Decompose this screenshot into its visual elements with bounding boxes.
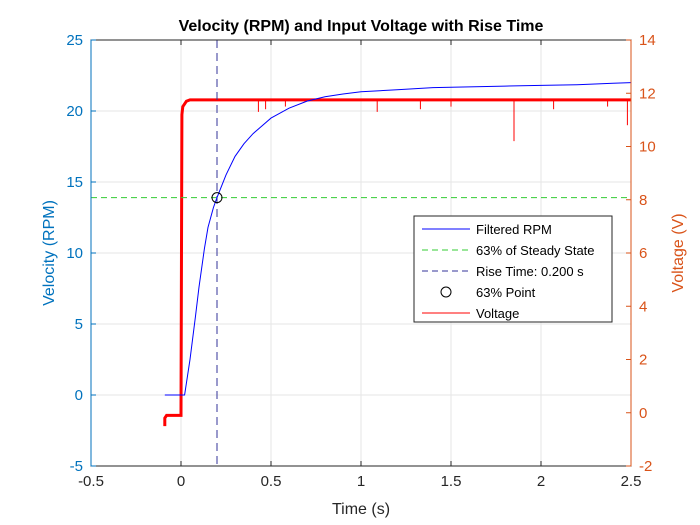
y-right-tick-label: 4 xyxy=(639,298,647,315)
x-tick-label: 1 xyxy=(357,473,365,490)
legend-entry-label: Filtered RPM xyxy=(476,222,552,237)
y-right-tick-label: 8 xyxy=(639,192,647,209)
y-right-tick-label: 0 xyxy=(639,405,647,422)
y-left-tick-label: 15 xyxy=(66,174,83,191)
y-left-tick-label: 10 xyxy=(66,245,83,262)
x-axis-label: Time (s) xyxy=(332,501,390,518)
x-tick-label: 1.5 xyxy=(441,473,462,490)
x-tick-label: 2.5 xyxy=(621,473,642,490)
legend-entry-label: 63% of Steady State xyxy=(476,243,595,258)
y-right-tick-label: 10 xyxy=(639,139,656,156)
series-filtered-rpm-line xyxy=(164,82,632,396)
x-tick-label: 0 xyxy=(177,473,185,490)
y-right-tick-label: 14 xyxy=(639,32,656,49)
x-tick-label: 2 xyxy=(537,473,545,490)
legend-entry-label: 63% Point xyxy=(476,285,536,300)
y-left-tick-label: 0 xyxy=(75,387,83,404)
y-right-axis-label: Voltage (V) xyxy=(670,213,687,292)
y-right-tick-label: -2 xyxy=(639,458,652,475)
legend-entry-label: Voltage xyxy=(476,306,519,321)
y-left-tick-label: 5 xyxy=(75,316,83,333)
legend-box xyxy=(413,215,613,323)
y-left-tick-label: 25 xyxy=(66,32,83,49)
legend-swatch xyxy=(440,286,452,298)
chart-title: Velocity (RPM) and Input Voltage with Ri… xyxy=(179,18,544,35)
y-left-tick-label: -5 xyxy=(70,458,83,475)
y-right-tick-label: 6 xyxy=(639,245,647,262)
x-tick-label: -0.5 xyxy=(78,473,104,490)
y-left-axis-label: Velocity (RPM) xyxy=(41,200,58,306)
legend-entry-label: Rise Time: 0.200 s xyxy=(476,264,584,279)
x-tick-label: 0.5 xyxy=(261,473,282,490)
series-voltage-line xyxy=(163,98,631,427)
marker-63-point xyxy=(211,192,223,204)
y-right-tick-label: 12 xyxy=(639,85,656,102)
plot-layer xyxy=(91,40,632,466)
y-right-tick-label: 2 xyxy=(639,352,647,369)
axes: -0.5 0 0.5 1 1.5 2 2.5 -5 0 5 10 15 20 25 -2 0 2 4 6 8 10 12 1… xyxy=(66,32,655,490)
legend: Filtered RPM 63% of Steady State Rise Time… xyxy=(413,215,613,323)
y-left-tick-label: 20 xyxy=(66,103,83,120)
